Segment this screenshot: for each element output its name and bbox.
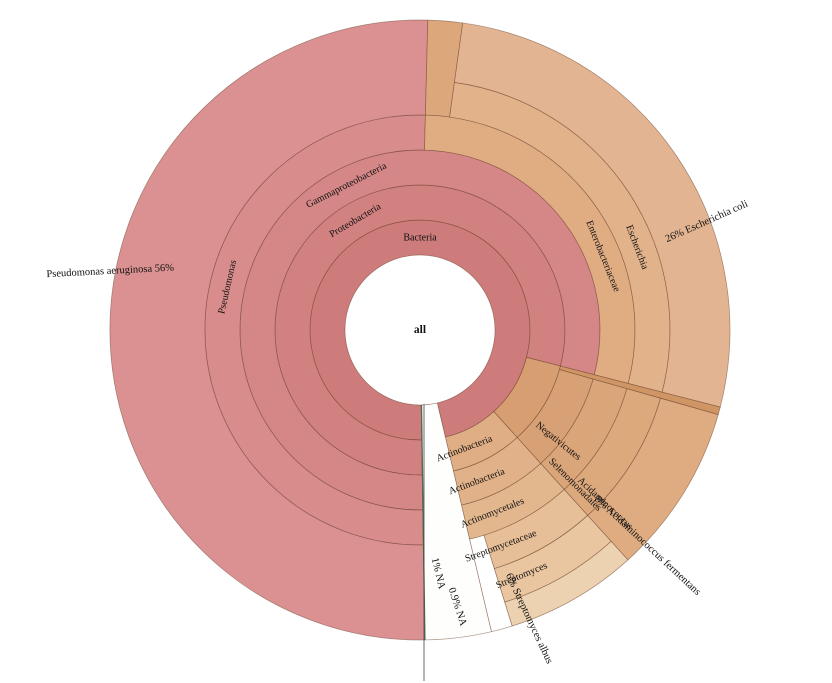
wedge-e_coli[interactable] — [454, 22, 731, 408]
center-label-all[interactable]: all — [414, 324, 426, 336]
label-bacteria: Bacteria — [403, 233, 437, 244]
wedge-p_aeruginosa[interactable] — [109, 19, 429, 641]
